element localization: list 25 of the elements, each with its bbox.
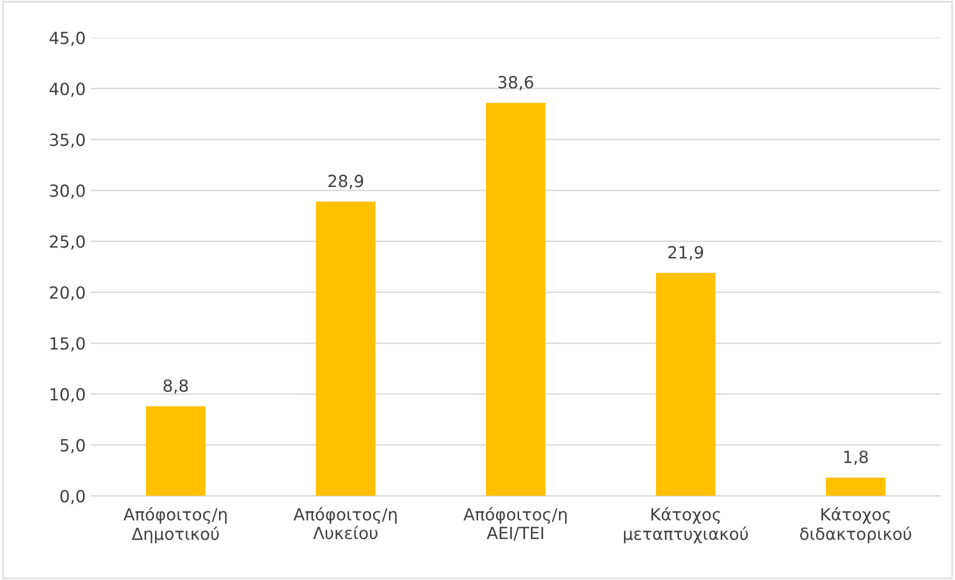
x-tick-label: Απόφοιτος/η Δημοτικού [124, 507, 227, 544]
bar [826, 478, 886, 496]
y-tick-label: 10,0 [50, 388, 85, 402]
x-tick-label: Απόφοιτος/η Λυκείου [294, 507, 397, 540]
y-tick-label: 25,0 [50, 235, 85, 250]
y-tick-label: 30,0 [50, 184, 85, 199]
data-label: 21,9 [668, 246, 704, 260]
bar [146, 406, 206, 496]
y-tick-label: 15,0 [50, 337, 85, 352]
y-tick-label: 5,0 [60, 438, 85, 454]
data-label: 38,6 [498, 76, 534, 90]
data-label: 1,8 [844, 450, 868, 465]
y-tick-label: 40,0 [50, 82, 85, 97]
y-tick-label: 20,0 [50, 286, 85, 301]
bar [316, 202, 376, 496]
data-label: 8,8 [164, 379, 188, 394]
bar [486, 102, 546, 496]
y-tick-label: 35,0 [50, 133, 85, 148]
x-tick-label: Κάτοχος διδακτορικού [800, 507, 912, 544]
bar [656, 272, 716, 496]
y-tick-label: 0,0 [60, 490, 85, 504]
y-tick-label: 45,0 [50, 32, 85, 46]
x-tick-label: Κάτοχος μεταπτυχιακού [624, 507, 748, 544]
x-tick-label: Απόφοιτος/η ΑΕΙ/ΤΕΙ [464, 507, 567, 541]
data-label: 28,9 [328, 174, 364, 189]
